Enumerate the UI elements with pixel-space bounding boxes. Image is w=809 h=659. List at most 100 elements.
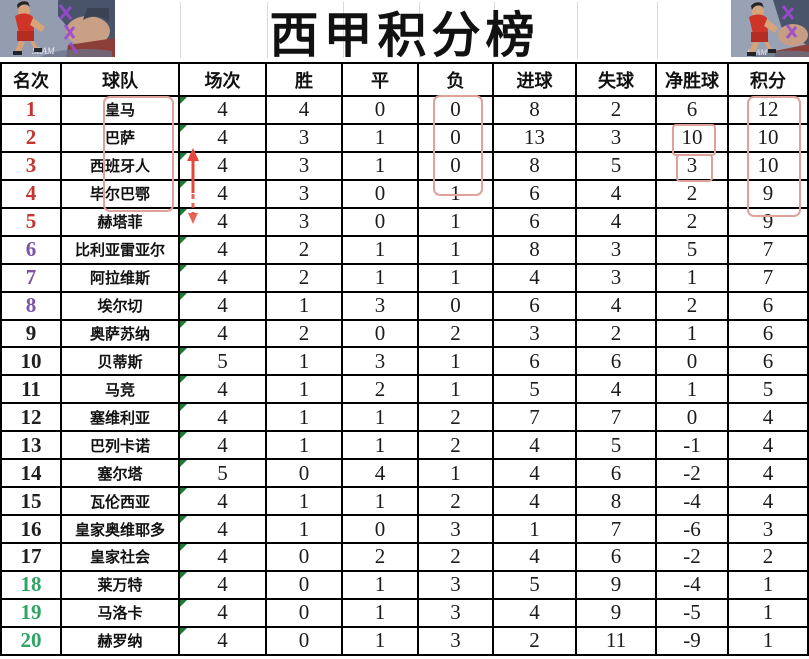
table-row: 15 瓦伦西亚 4 1 1 2 4 8 -4 4 xyxy=(0,488,809,517)
header-lost: 负 xyxy=(419,62,494,97)
team-cell: 瓦伦西亚 xyxy=(62,488,180,517)
goals-for-cell: 2 xyxy=(494,627,577,656)
played-cell: 4 xyxy=(180,320,267,349)
rank-cell: 17 xyxy=(0,544,62,572)
goals-against-cell: 4 xyxy=(577,180,657,209)
played-value: 4 xyxy=(217,237,228,262)
played-cell: 4 xyxy=(180,516,267,544)
standings-table: 名次 球队 场次 胜 平 负 进球 失球 净胜球 积分 1 皇马 4 4 0 0… xyxy=(0,62,809,656)
error-indicator-triangle-icon xyxy=(180,404,187,412)
drawn-cell: 3 xyxy=(343,348,419,377)
team-cell: 阿拉维斯 xyxy=(62,264,180,293)
rank-cell: 20 xyxy=(0,627,62,656)
points-cell: 2 xyxy=(729,544,809,572)
points-cell: 6 xyxy=(729,348,809,377)
points-cell: 6 xyxy=(729,320,809,349)
error-indicator-triangle-icon xyxy=(180,124,187,132)
rank-cell: 5 xyxy=(0,208,62,237)
error-indicator-triangle-icon xyxy=(180,627,187,635)
header-played: 场次 xyxy=(180,62,267,97)
drawn-cell: 1 xyxy=(343,404,419,433)
points-cell: 12 xyxy=(729,97,809,125)
won-cell: 3 xyxy=(267,208,343,237)
table-row: 18 莱万特 4 0 1 3 5 9 -4 1 xyxy=(0,571,809,600)
goal-diff-cell: 5 xyxy=(657,236,729,265)
goals-for-cell: 8 xyxy=(494,236,577,265)
points-cell: 7 xyxy=(729,264,809,293)
error-indicator-triangle-icon xyxy=(180,348,187,356)
lost-cell: 0 xyxy=(419,152,494,181)
played-cell: 4 xyxy=(180,432,267,461)
goals-against-cell: 7 xyxy=(577,516,657,544)
played-cell: 4 xyxy=(180,236,267,265)
error-indicator-triangle-icon xyxy=(180,97,187,104)
drawn-cell: 1 xyxy=(343,571,419,600)
team-cell: 贝蒂斯 xyxy=(62,348,180,377)
error-indicator-triangle-icon xyxy=(180,460,187,468)
drawn-cell: 1 xyxy=(343,236,419,265)
rank-cell: 8 xyxy=(0,292,62,321)
goals-for-cell: 6 xyxy=(494,348,577,377)
goals-against-cell: 5 xyxy=(577,432,657,461)
played-cell: 5 xyxy=(180,460,267,489)
rank-cell: 19 xyxy=(0,599,62,628)
goal-diff-cell: -2 xyxy=(657,460,729,489)
table-row: 7 阿拉维斯 4 2 1 1 4 3 1 7 xyxy=(0,264,809,293)
goals-for-cell: 4 xyxy=(494,432,577,461)
lost-cell: 1 xyxy=(419,460,494,489)
played-cell: 4 xyxy=(180,264,267,293)
goals-for-cell: 1 xyxy=(494,516,577,544)
header-goals-for: 进球 xyxy=(494,62,577,97)
error-indicator-triangle-icon xyxy=(180,180,187,188)
goal-diff-cell: 2 xyxy=(657,208,729,237)
won-cell: 1 xyxy=(267,488,343,517)
team-cell: 巴列卡诺 xyxy=(62,432,180,461)
drawn-cell: 0 xyxy=(343,516,419,544)
played-value: 4 xyxy=(217,488,228,513)
rank-cell: 4 xyxy=(0,180,62,209)
won-cell: 4 xyxy=(267,97,343,125)
header-rank: 名次 xyxy=(0,62,62,97)
lost-cell: 3 xyxy=(419,627,494,656)
lost-cell: 3 xyxy=(419,516,494,544)
lost-cell: 0 xyxy=(419,292,494,321)
played-value: 4 xyxy=(217,125,228,150)
played-value: 4 xyxy=(217,600,228,625)
goals-against-cell: 7 xyxy=(577,404,657,433)
points-cell: 4 xyxy=(729,404,809,433)
rank-cell: 13 xyxy=(0,432,62,461)
svg-text:SLAM: SLAM xyxy=(32,46,55,56)
table-row: 5 赫塔菲 4 3 0 1 6 4 2 9 xyxy=(0,208,809,237)
drawn-cell: 1 xyxy=(343,152,419,181)
table-row: 20 赫罗纳 4 0 1 3 2 11 -9 1 xyxy=(0,627,809,656)
error-indicator-triangle-icon xyxy=(180,488,187,496)
faint-gridline xyxy=(343,2,344,58)
rank-cell: 7 xyxy=(0,264,62,293)
faint-gridline xyxy=(180,2,181,58)
played-value: 4 xyxy=(217,628,228,653)
header-goal-diff: 净胜球 xyxy=(657,62,729,97)
goals-against-cell: 5 xyxy=(577,152,657,181)
drawn-cell: 1 xyxy=(343,488,419,517)
points-cell: 7 xyxy=(729,236,809,265)
goals-against-cell: 11 xyxy=(577,627,657,656)
played-value: 4 xyxy=(217,153,228,178)
points-cell: 10 xyxy=(729,152,809,181)
drawn-cell: 2 xyxy=(343,376,419,405)
goal-diff-cell: 6 xyxy=(657,97,729,125)
team-cell: 马竞 xyxy=(62,376,180,405)
played-cell: 4 xyxy=(180,152,267,181)
error-indicator-triangle-icon xyxy=(180,599,187,607)
team-cell: 皇家奥维耶多 xyxy=(62,516,180,544)
table-row: 4 毕尔巴鄂 4 3 0 1 6 4 2 9 xyxy=(0,180,809,209)
points-cell: 1 xyxy=(729,571,809,600)
lost-cell: 3 xyxy=(419,571,494,600)
table-row: 9 奥萨苏纳 4 2 0 2 3 2 1 6 xyxy=(0,320,809,349)
goals-against-cell: 3 xyxy=(577,264,657,293)
goals-for-cell: 5 xyxy=(494,376,577,405)
goals-against-cell: 4 xyxy=(577,292,657,321)
header-drawn: 平 xyxy=(343,62,419,97)
table-row: 16 皇家奥维耶多 4 1 0 3 1 7 -6 3 xyxy=(0,516,809,544)
points-cell: 9 xyxy=(729,208,809,237)
